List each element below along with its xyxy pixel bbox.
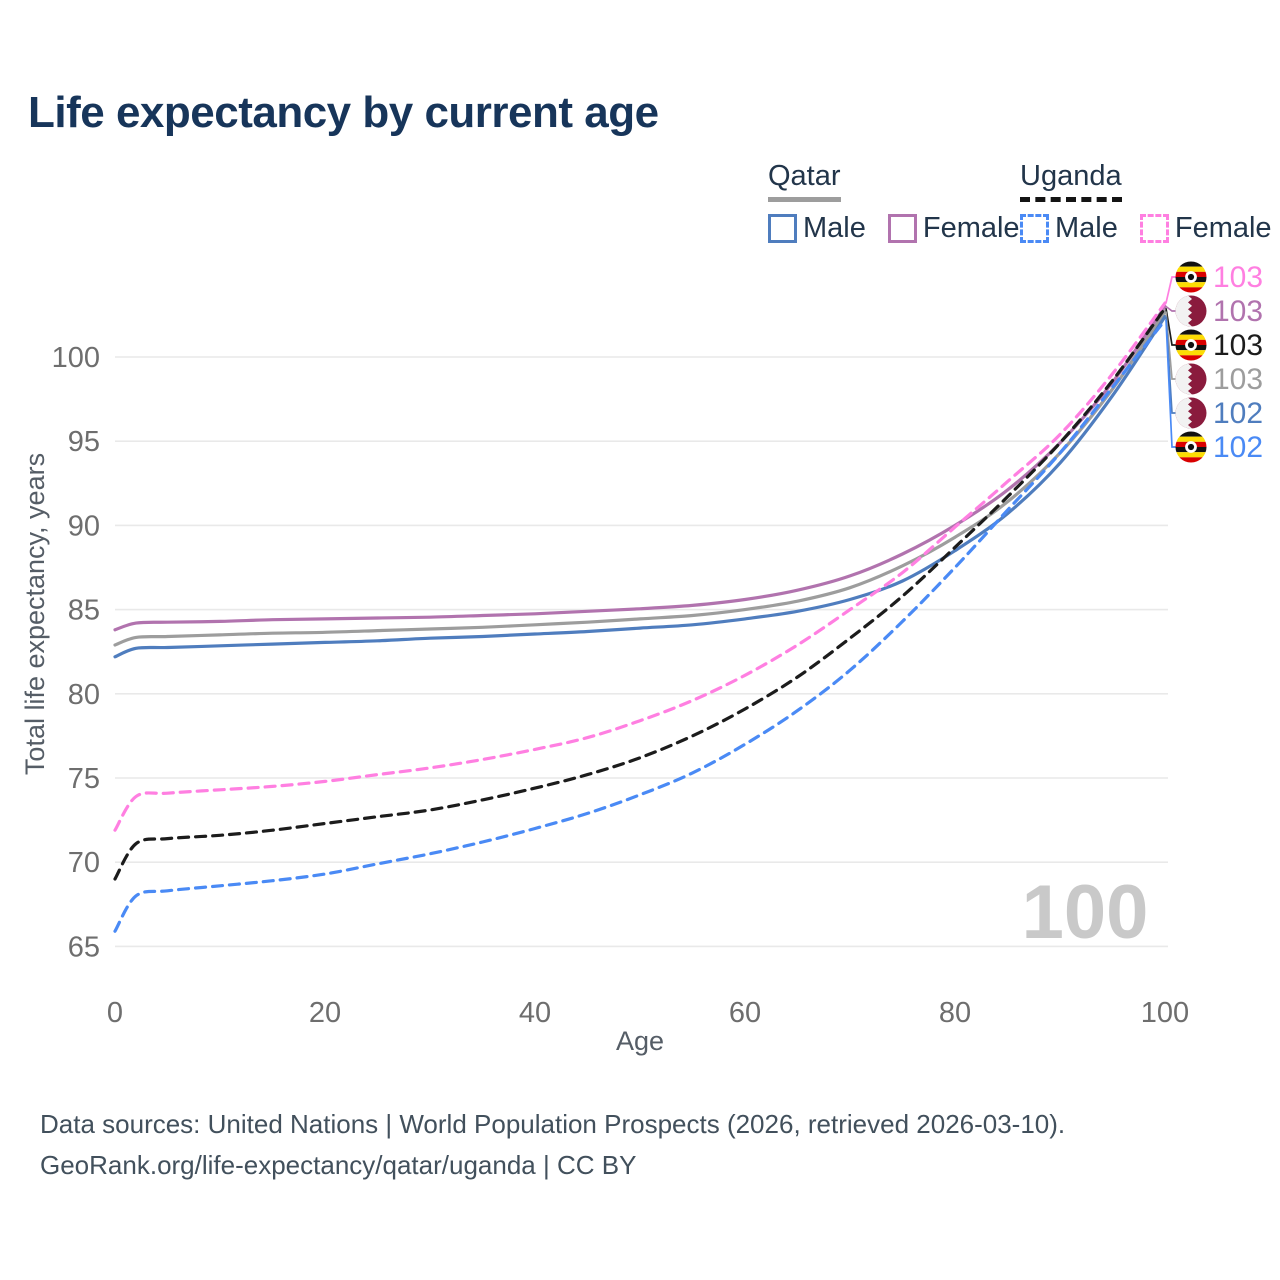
end-label-leader [1165, 305, 1177, 312]
x-axis-title: Age [616, 1026, 664, 1056]
uganda-male-swatch-icon [1020, 214, 1049, 243]
legend-header-uganda: Uganda [1020, 160, 1122, 202]
legend-label: Female [1174, 212, 1272, 244]
y-tick-label: 80 [68, 679, 100, 711]
source-footer: Data sources: United Nations | World Pop… [40, 1104, 1065, 1186]
legend-label: Male [803, 212, 866, 244]
legend-item-uganda-male[interactable]: Male [1020, 212, 1118, 245]
chart-title: Life expectancy by current age [28, 88, 659, 137]
end-label-leader [1165, 276, 1177, 304]
series-line-qatar-female [113, 304, 1167, 632]
series-line-qatar-both [113, 309, 1167, 647]
end-label-leader [1165, 308, 1177, 346]
x-tick-label: 80 [939, 997, 971, 1029]
legend-label: Male [1055, 212, 1118, 244]
uganda-female-swatch-icon [1139, 214, 1169, 243]
uganda-flag-icon [1175, 261, 1207, 293]
y-tick-label: 90 [68, 510, 100, 542]
x-tick-label: 40 [519, 997, 551, 1029]
end-value-label: 102 [1213, 431, 1263, 464]
y-tick-label: 65 [68, 931, 100, 963]
y-tick-label: 100 [52, 342, 100, 374]
y-axis-title: Total life expectancy, years [20, 453, 50, 775]
legend-item-uganda-female[interactable]: Female [1139, 212, 1272, 245]
x-tick-label: 60 [729, 997, 761, 1029]
qatar-male-swatch-icon [768, 214, 797, 243]
attribution-text: GeoRank.org/life-expectancy/qatar/uganda… [40, 1150, 637, 1180]
legend-group-qatar: Qatar Male Female [768, 160, 1020, 245]
end-value-label: 103 [1213, 261, 1263, 294]
legend-item-qatar-female[interactable]: Female [887, 212, 1020, 245]
y-tick-label: 75 [68, 763, 100, 795]
end-label-leader [1165, 311, 1177, 380]
series-line-uganda-male [113, 318, 1167, 933]
legend-group-uganda: Uganda Male Female [1020, 160, 1272, 245]
data-sources-text: Data sources: United Nations | World Pop… [40, 1109, 1066, 1139]
qatar-female-swatch-icon [887, 214, 917, 243]
age-watermark: 100 [1022, 870, 1149, 955]
uganda-flag-icon [1175, 431, 1207, 463]
series-line-qatar-male [113, 315, 1167, 659]
end-value-label: 103 [1213, 329, 1263, 362]
series-line-uganda-female [113, 301, 1167, 832]
line-chart: 65 70 75 80 85 90 95 100 100 0 20 40 60 80 100 Age Total… [20, 261, 1263, 1056]
end-label-leader [1165, 319, 1177, 448]
legend-item-qatar-male[interactable]: Male [768, 212, 866, 245]
end-value-label: 103 [1213, 295, 1263, 328]
uganda-flag-icon [1175, 329, 1207, 361]
y-tick-label: 95 [68, 426, 100, 458]
y-tick-label: 85 [68, 595, 100, 627]
y-tick-label: 70 [68, 847, 100, 879]
x-tick-label: 100 [1141, 997, 1189, 1029]
x-tick-label: 0 [107, 997, 123, 1029]
end-value-label: 103 [1213, 363, 1263, 396]
end-value-label: 102 [1213, 397, 1263, 430]
x-tick-label: 20 [309, 997, 341, 1029]
legend-label: Female [922, 212, 1020, 244]
series-line-uganda-both [113, 306, 1167, 881]
legend-header-qatar: Qatar [768, 160, 841, 202]
